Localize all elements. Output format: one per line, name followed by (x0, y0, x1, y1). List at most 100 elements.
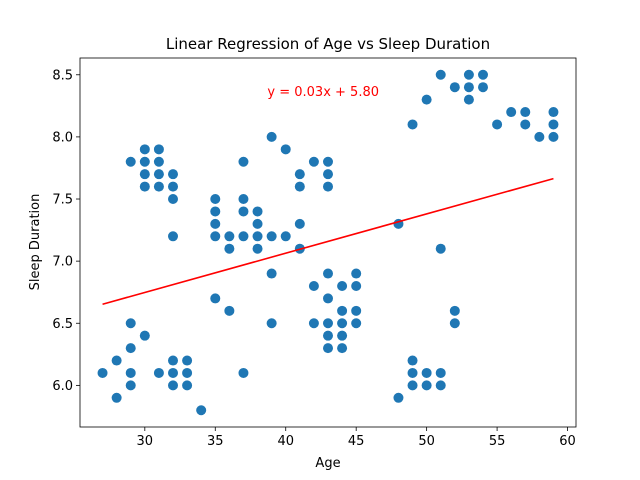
data-point (238, 156, 249, 167)
data-point (224, 231, 235, 242)
data-point (421, 380, 432, 391)
data-point (252, 243, 263, 254)
data-point (139, 181, 150, 192)
data-point (238, 206, 249, 217)
data-point (210, 231, 221, 242)
data-point (449, 82, 460, 93)
data-point (210, 218, 221, 229)
data-point (168, 380, 178, 391)
data-point (449, 305, 460, 316)
data-point (323, 293, 333, 304)
data-point (323, 156, 333, 167)
data-point (407, 119, 418, 130)
data-point (125, 156, 136, 167)
x-tick-label: 45 (348, 434, 365, 449)
data-point (168, 355, 178, 366)
data-point (139, 330, 150, 341)
x-tick-label: 55 (489, 434, 506, 449)
data-point (139, 156, 150, 167)
data-point (153, 181, 164, 192)
data-point (139, 144, 150, 155)
data-point (548, 107, 559, 118)
data-point (238, 194, 249, 205)
y-tick-label: 7.5 (52, 193, 73, 208)
data-point (548, 119, 559, 130)
axes-frame (79, 57, 577, 428)
y-tick-label: 6.0 (52, 379, 73, 394)
data-point (139, 169, 150, 180)
data-point (337, 343, 348, 354)
data-point (351, 305, 362, 316)
data-point (520, 119, 531, 130)
data-point (280, 231, 291, 242)
data-point (168, 367, 178, 378)
data-point (435, 367, 446, 378)
data-point (435, 69, 446, 80)
data-point (210, 206, 221, 217)
data-point (506, 107, 517, 118)
data-point (308, 280, 319, 291)
data-point (125, 380, 136, 391)
data-point (351, 268, 362, 279)
data-point (435, 243, 446, 254)
data-point (337, 305, 348, 316)
data-point (125, 343, 136, 354)
regression-equation: y = 0.03x + 5.80 (267, 85, 379, 100)
data-point (463, 94, 474, 105)
data-point (238, 231, 249, 242)
data-point (280, 144, 291, 155)
x-tick-label: 50 (418, 434, 435, 449)
data-point (463, 69, 474, 80)
data-point (421, 94, 432, 105)
data-point (182, 380, 193, 391)
data-point (168, 181, 178, 192)
data-point (266, 131, 277, 142)
regression-line (102, 177, 554, 305)
data-point (210, 293, 221, 304)
y-tick-label: 7.0 (52, 255, 73, 270)
plot-area: y = 0.03x + 5.80 (97, 69, 559, 416)
data-point (111, 392, 122, 403)
data-point (478, 69, 488, 80)
data-point (266, 231, 277, 242)
data-point (168, 194, 178, 205)
data-point (323, 330, 333, 341)
data-point (224, 305, 235, 316)
data-point (266, 318, 277, 329)
x-axis: 30 35 40 45 50 55 60 (137, 427, 576, 449)
data-point (168, 231, 178, 242)
data-point (449, 318, 460, 329)
data-point (125, 318, 136, 329)
data-point (224, 243, 235, 254)
data-point (294, 218, 305, 229)
data-point (111, 355, 122, 366)
data-point (252, 206, 263, 217)
x-tick-label: 40 (277, 434, 294, 449)
data-point (407, 367, 418, 378)
data-point (435, 380, 446, 391)
x-tick-label: 30 (137, 434, 154, 449)
data-point (323, 343, 333, 354)
data-point (323, 181, 333, 192)
data-point (534, 131, 545, 142)
data-point (337, 330, 348, 341)
y-tick-label: 6.5 (52, 317, 73, 332)
data-point (323, 318, 333, 329)
y-tick-label: 8.5 (52, 68, 73, 83)
data-point (337, 280, 348, 291)
data-point (463, 82, 474, 93)
data-point (97, 367, 108, 378)
data-point (478, 82, 488, 93)
data-point (323, 268, 333, 279)
data-point (238, 367, 249, 378)
data-point (393, 392, 404, 403)
data-point (153, 169, 164, 180)
data-point (520, 107, 531, 118)
data-point (153, 156, 164, 167)
data-point (407, 380, 418, 391)
data-point (168, 169, 178, 180)
data-point (421, 367, 432, 378)
x-axis-label: Age (315, 456, 340, 471)
